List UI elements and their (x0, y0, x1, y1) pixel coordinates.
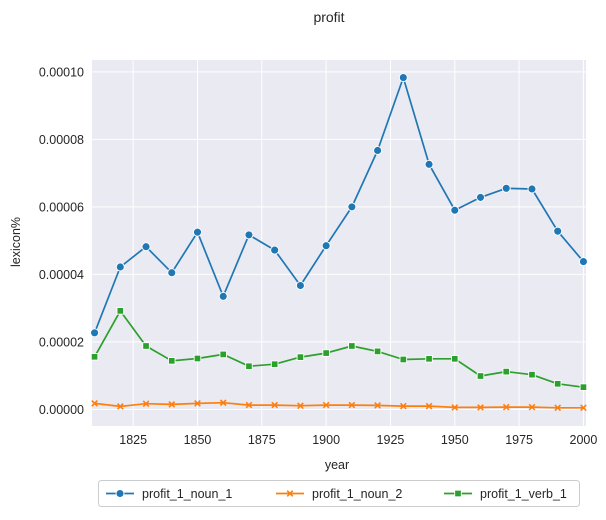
data-point (219, 399, 227, 407)
data-point (194, 400, 201, 407)
data-point (116, 403, 124, 410)
data-point (373, 146, 383, 155)
data-point (374, 402, 381, 409)
data-point (398, 73, 408, 83)
data-point (578, 257, 588, 267)
data-point (348, 342, 356, 350)
data-point (348, 401, 356, 409)
x-tick-label: 1950 (441, 433, 469, 447)
data-point (270, 245, 280, 255)
data-point (476, 192, 485, 202)
y-tick-label: 0.00002 (39, 335, 84, 349)
chart-title: profit (313, 9, 344, 25)
data-point (528, 370, 536, 379)
data-point (527, 184, 537, 194)
data-point (218, 291, 228, 301)
data-point (245, 362, 253, 370)
plot-area (92, 60, 586, 426)
y-tick-label: 0.00006 (39, 200, 84, 214)
data-point (425, 355, 433, 363)
data-point (244, 230, 254, 240)
data-point (193, 227, 202, 237)
data-point (295, 281, 305, 290)
data-point (297, 402, 304, 410)
legend-marker (115, 489, 125, 498)
x-tick-label: 1975 (505, 433, 533, 447)
data-point (451, 355, 459, 363)
y-tick-label: 0.00010 (39, 65, 84, 79)
legend-label: profit_1_verb_1 (480, 487, 567, 501)
series-profit_1_noun_2 (91, 399, 587, 412)
data-point (502, 403, 510, 411)
data-point (477, 404, 484, 411)
data-point (322, 349, 330, 357)
y-tick-label: 0.00000 (39, 403, 84, 417)
legend-label: profit_1_noun_2 (312, 487, 402, 501)
y-tick-label: 0.00008 (39, 133, 84, 147)
data-point (142, 400, 150, 408)
data-point (296, 353, 305, 361)
data-point (528, 403, 536, 411)
data-point (399, 402, 407, 410)
x-tick-label: 1825 (119, 433, 147, 447)
data-point (553, 226, 563, 236)
series-line (93, 76, 585, 334)
x-axis-label: year (325, 458, 349, 472)
data-point (553, 380, 562, 388)
legend-item-profit_1_noun_2: profit_1_noun_2 (276, 487, 402, 501)
data-point (579, 383, 588, 391)
data-point (425, 402, 433, 410)
legend-marker (286, 490, 294, 497)
data-point (347, 202, 357, 212)
data-point (141, 242, 151, 252)
series-profit_1_verb_1 (90, 307, 588, 391)
data-point (193, 354, 202, 363)
legend-label: profit_1_noun_1 (142, 487, 232, 501)
legend-marker (454, 489, 462, 498)
data-point (424, 159, 434, 169)
data-point (142, 342, 150, 350)
data-point (321, 241, 331, 251)
data-point (245, 401, 253, 409)
data-point (167, 268, 177, 278)
data-point (270, 360, 279, 368)
x-tick-label: 1900 (312, 433, 340, 447)
x-tick-label: 1850 (184, 433, 212, 447)
data-point (501, 183, 511, 193)
data-point (373, 347, 382, 356)
legend-item-profit_1_noun_1: profit_1_noun_1 (106, 487, 232, 501)
y-tick-label: 0.00004 (39, 268, 84, 282)
series-line (94, 401, 584, 409)
series-profit_1_noun_1 (90, 73, 588, 338)
data-point (168, 401, 176, 408)
data-point (115, 262, 125, 272)
data-point (502, 367, 510, 376)
data-point (168, 357, 176, 365)
x-tick-label: 1875 (248, 433, 276, 447)
data-point (451, 404, 459, 411)
data-point (554, 404, 562, 412)
data-point (322, 401, 330, 409)
legend-box (98, 480, 580, 507)
data-point (580, 404, 587, 412)
data-point (219, 350, 227, 359)
data-point (450, 205, 460, 215)
series-line (93, 310, 584, 389)
data-point (271, 401, 279, 409)
data-point (399, 355, 408, 364)
x-tick-label: 2000 (570, 433, 598, 447)
data-point (90, 328, 100, 338)
data-point (476, 372, 485, 380)
data-point (90, 353, 99, 361)
data-point (91, 400, 98, 407)
y-axis-label: lexicon% (9, 217, 23, 267)
data-point (116, 307, 125, 315)
legend-item-profit_1_verb_1: profit_1_verb_1 (444, 487, 567, 501)
x-tick-label: 1925 (377, 433, 405, 447)
